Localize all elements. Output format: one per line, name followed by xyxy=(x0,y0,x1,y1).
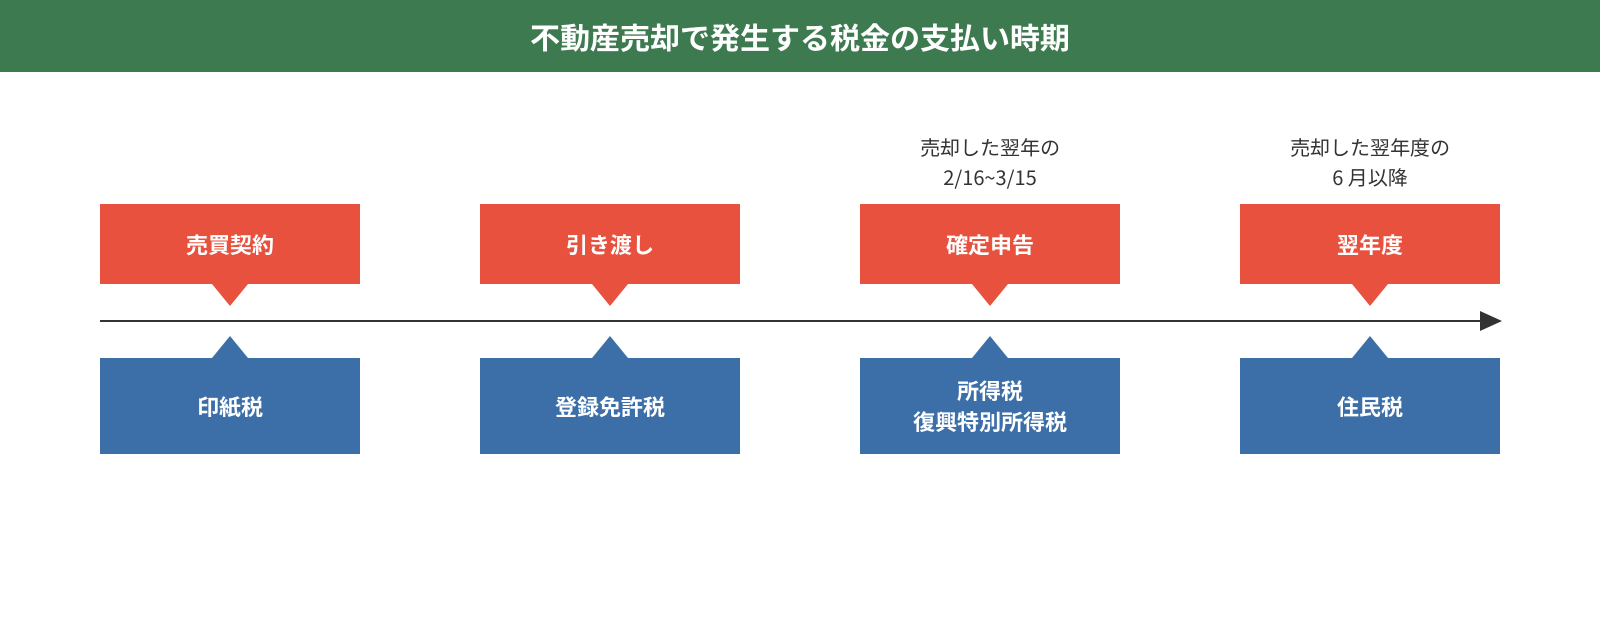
annotations-row: 売却した翌年の 2/16~3/15 売却した翌年度の 6 月以降 xyxy=(100,132,1500,192)
tax-label: 所得税 復興特別所得税 xyxy=(913,375,1067,437)
title-bar: 不動産売却で発生する税金の支払い時期 xyxy=(0,0,1600,72)
tax-box-3: 住民税 xyxy=(1240,358,1500,454)
timeline-arrow xyxy=(100,320,1500,322)
arrow-head-icon xyxy=(1480,311,1502,331)
event-label: 売買契約 xyxy=(186,229,274,260)
tax-label: 登録免許税 xyxy=(555,391,665,422)
tax-box-1: 登録免許税 xyxy=(480,358,740,454)
tax-box-0: 印紙税 xyxy=(100,358,360,454)
event-label: 引き渡し xyxy=(566,229,654,260)
event-label: 確定申告 xyxy=(946,229,1034,260)
pointer-down-icon xyxy=(1352,284,1388,306)
pointer-down-icon xyxy=(212,284,248,306)
event-label: 翌年度 xyxy=(1337,229,1403,260)
tax-label: 印紙税 xyxy=(197,391,263,422)
tax-label: 住民税 xyxy=(1337,391,1403,422)
event-box-2: 確定申告 xyxy=(860,204,1120,284)
event-box-0: 売買契約 xyxy=(100,204,360,284)
annotation-3: 売却した翌年度の 6 月以降 xyxy=(1240,132,1500,192)
annotation-2: 売却した翌年の 2/16~3/15 xyxy=(860,132,1120,192)
event-box-1: 引き渡し xyxy=(480,204,740,284)
pointer-up-icon xyxy=(212,336,248,358)
timeline-container: 売却した翌年の 2/16~3/15 売却した翌年度の 6 月以降 売買契約 引き… xyxy=(0,132,1600,454)
pointer-down-icon xyxy=(972,284,1008,306)
title-text: 不動産売却で発生する税金の支払い時期 xyxy=(530,14,1070,58)
pointer-down-icon xyxy=(592,284,628,306)
event-box-3: 翌年度 xyxy=(1240,204,1500,284)
top-boxes-row: 売買契約 引き渡し 確定申告 翌年度 xyxy=(100,204,1500,284)
bottom-boxes-row: 印紙税 登録免許税 所得税 復興特別所得税 住民税 xyxy=(100,358,1500,454)
tax-box-2: 所得税 復興特別所得税 xyxy=(860,358,1120,454)
pointer-up-icon xyxy=(1352,336,1388,358)
pointer-up-icon xyxy=(592,336,628,358)
pointer-up-icon xyxy=(972,336,1008,358)
